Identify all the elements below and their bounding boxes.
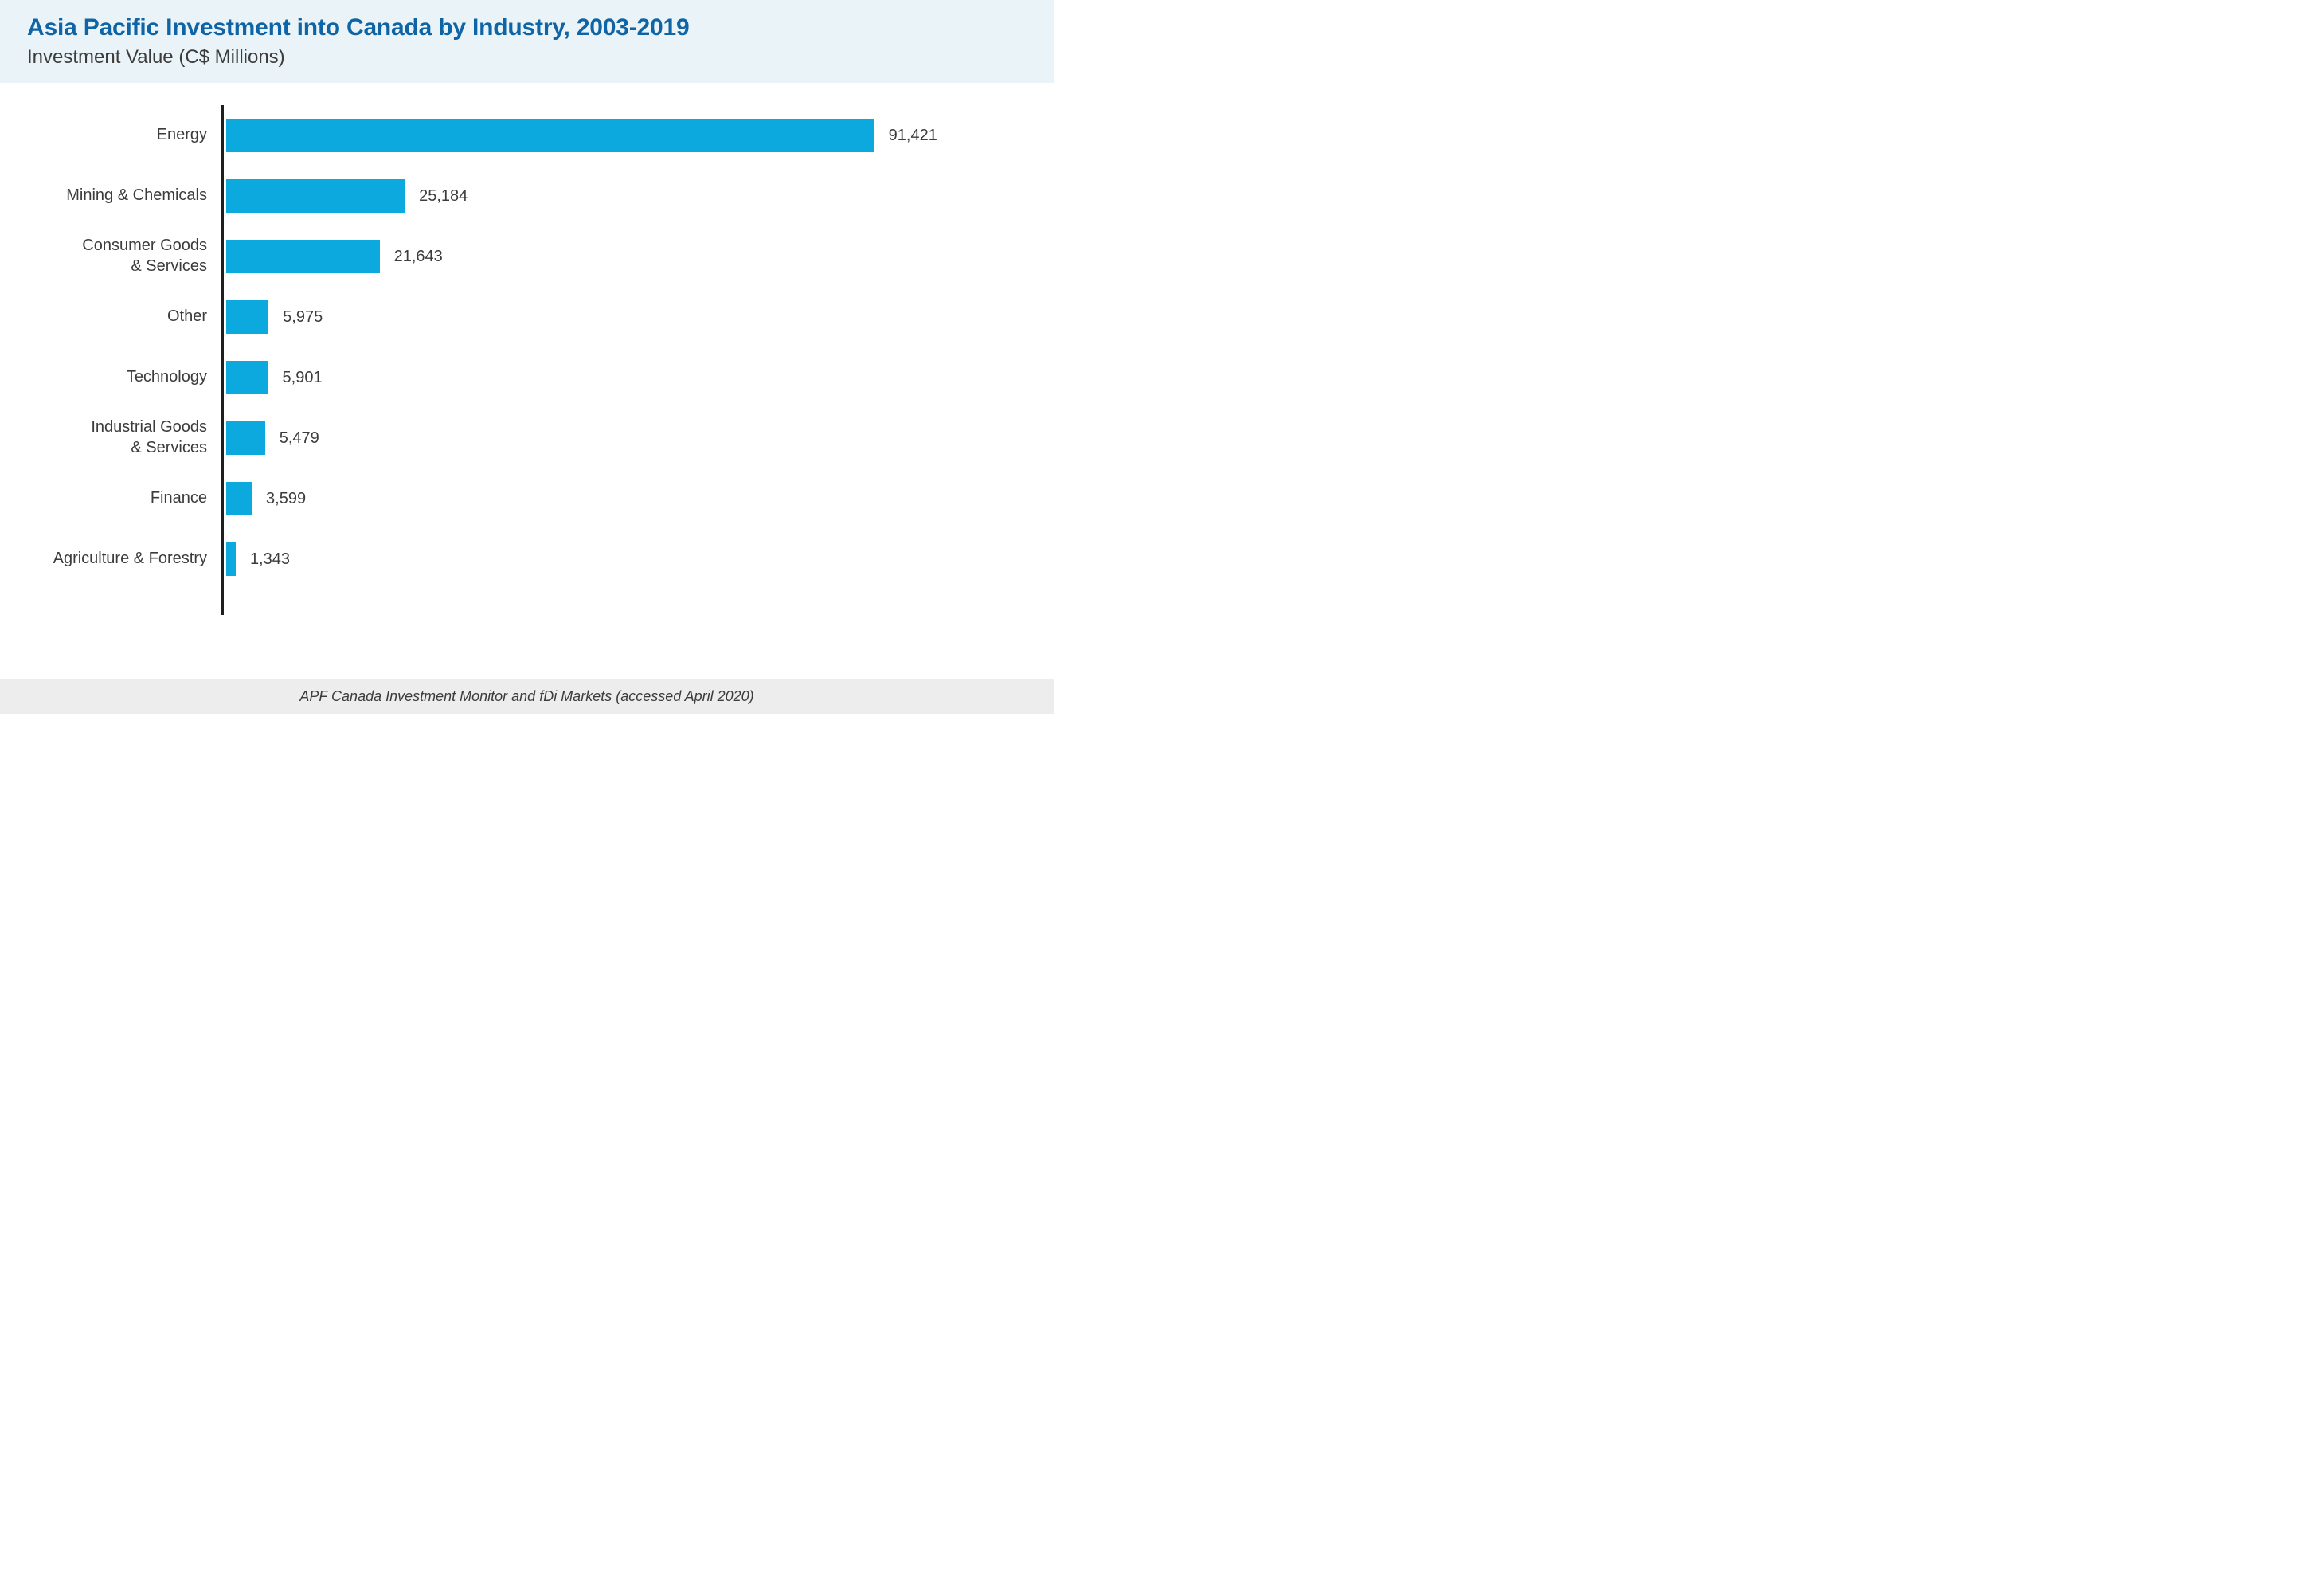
- value-label: 91,421: [889, 127, 937, 145]
- bar: [226, 542, 236, 576]
- category-label: Mining & Chemicals: [0, 186, 221, 206]
- bar-zone: 5,901: [221, 347, 1022, 408]
- bar: [226, 119, 874, 152]
- bar-row: Finance 3,599: [0, 468, 1022, 529]
- bar-zone: 5,479: [221, 408, 1022, 468]
- value-label: 5,901: [283, 369, 323, 387]
- bar-row: Agriculture & Forestry 1,343: [0, 529, 1022, 589]
- chart-footer: APF Canada Investment Monitor and fDi Ma…: [0, 679, 1054, 714]
- category-label: Finance: [0, 488, 221, 509]
- bar-row: Consumer Goods & Services 21,643: [0, 226, 1022, 287]
- value-label: 3,599: [266, 490, 306, 508]
- category-label: Consumer Goods & Services: [0, 236, 221, 276]
- source-citation: APF Canada Investment Monitor and fDi Ma…: [299, 688, 753, 705]
- category-label: Energy: [0, 125, 221, 146]
- category-label: Other: [0, 307, 221, 327]
- bar: [226, 482, 252, 515]
- chart-title: Asia Pacific Investment into Canada by I…: [27, 14, 1027, 41]
- bar: [226, 179, 405, 213]
- bar-row: Energy 91,421: [0, 105, 1022, 166]
- category-label: Agriculture & Forestry: [0, 549, 221, 570]
- bar-zone: 1,343: [221, 529, 1022, 589]
- bar-zone: 21,643: [221, 226, 1022, 287]
- bar-zone: 25,184: [221, 166, 1022, 226]
- bar-zone: 3,599: [221, 468, 1022, 529]
- bar-row: Industrial Goods & Services 5,479: [0, 408, 1022, 468]
- bar-row: Technology 5,901: [0, 347, 1022, 408]
- bar-zone: 91,421: [221, 105, 1022, 166]
- value-label: 5,479: [280, 429, 319, 448]
- category-label: Industrial Goods & Services: [0, 417, 221, 458]
- bar-zone: 5,975: [221, 287, 1022, 347]
- bar-row: Other 5,975: [0, 287, 1022, 347]
- value-label: 21,643: [394, 248, 443, 266]
- value-label: 1,343: [250, 550, 290, 569]
- value-label: 25,184: [419, 187, 468, 206]
- chart-subtitle: Investment Value (C$ Millions): [27, 46, 1027, 69]
- bar-row: Mining & Chemicals 25,184: [0, 166, 1022, 226]
- value-label: 5,975: [283, 308, 323, 327]
- bar: [226, 421, 265, 455]
- bar: [226, 361, 268, 394]
- chart-plot-area: Energy 91,421 Mining & Chemicals 25,184 Cons…: [0, 83, 1054, 597]
- category-label: Technology: [0, 367, 221, 388]
- chart-header: Asia Pacific Investment into Canada by I…: [0, 0, 1054, 83]
- bar: [226, 240, 380, 273]
- bar: [226, 300, 268, 334]
